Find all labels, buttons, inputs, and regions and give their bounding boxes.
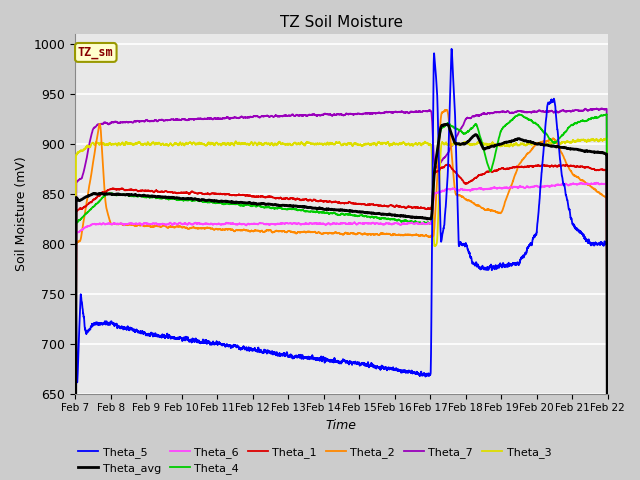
Theta_2 <box>443 107 451 113</box>
Theta_3 <box>168 142 176 148</box>
Theta_6 <box>593 180 600 186</box>
Theta_5 <box>168 335 176 340</box>
Theta_2 <box>390 231 398 237</box>
Theta_7 <box>390 109 398 115</box>
Theta_5 <box>275 353 282 359</box>
Theta_2 <box>168 224 176 230</box>
Theta_avg <box>275 203 282 208</box>
Theta_5 <box>509 260 517 266</box>
Theta_1 <box>390 204 398 210</box>
Theta_1 <box>168 189 176 195</box>
Theta_7 <box>468 113 476 119</box>
Line: Theta_4: Theta_4 <box>75 114 607 480</box>
Theta_7 <box>275 113 282 119</box>
Theta_6 <box>275 221 282 227</box>
Theta_4 <box>509 116 516 122</box>
Theta_4 <box>603 111 611 117</box>
Theta_7 <box>597 106 605 111</box>
Theta_6 <box>509 185 516 191</box>
Theta_3 <box>602 135 610 141</box>
Y-axis label: Soil Moisture (mV): Soil Moisture (mV) <box>15 156 28 271</box>
Theta_2 <box>509 178 517 184</box>
Theta_4 <box>168 196 176 202</box>
Theta_6 <box>417 221 425 227</box>
Line: Theta_avg: Theta_avg <box>75 124 607 480</box>
Theta_5 <box>448 46 456 52</box>
Line: Theta_5: Theta_5 <box>75 49 607 480</box>
Theta_4 <box>468 125 476 131</box>
X-axis label: Time: Time <box>326 419 357 432</box>
Theta_6 <box>468 186 476 192</box>
Theta_6 <box>390 220 398 226</box>
Theta_avg <box>509 138 517 144</box>
Theta_3 <box>468 142 476 147</box>
Text: TZ_sm: TZ_sm <box>78 46 114 59</box>
Theta_5 <box>417 371 425 376</box>
Title: TZ Soil Moisture: TZ Soil Moisture <box>280 15 403 30</box>
Line: Theta_6: Theta_6 <box>75 183 607 480</box>
Theta_3 <box>275 139 282 145</box>
Theta_avg <box>417 215 425 220</box>
Theta_2 <box>468 200 476 205</box>
Theta_4 <box>390 217 398 223</box>
Theta_avg <box>168 194 176 200</box>
Line: Theta_3: Theta_3 <box>75 138 607 480</box>
Theta_7 <box>509 110 516 116</box>
Theta_1 <box>444 162 452 168</box>
Theta_5 <box>468 260 476 266</box>
Theta_5 <box>390 367 398 373</box>
Theta_7 <box>417 109 425 115</box>
Legend: Theta_5, Theta_avg, Theta_6, Theta_4, Theta_1, Theta_2, Theta_7, Theta_3: Theta_5, Theta_avg, Theta_6, Theta_4, Th… <box>74 442 556 479</box>
Theta_avg <box>390 212 398 218</box>
Line: Theta_2: Theta_2 <box>75 110 607 480</box>
Theta_4 <box>275 205 282 211</box>
Theta_avg <box>468 134 476 140</box>
Line: Theta_7: Theta_7 <box>75 108 607 480</box>
Theta_avg <box>444 121 451 127</box>
Theta_1 <box>275 195 282 201</box>
Line: Theta_1: Theta_1 <box>75 165 607 480</box>
Theta_1 <box>417 204 425 210</box>
Theta_2 <box>275 228 282 234</box>
Theta_4 <box>417 221 425 227</box>
Theta_1 <box>468 178 476 183</box>
Theta_1 <box>509 165 517 170</box>
Theta_3 <box>417 143 425 148</box>
Theta_7 <box>168 116 176 122</box>
Theta_6 <box>168 222 176 228</box>
Theta_3 <box>390 140 398 146</box>
Theta_3 <box>509 143 516 149</box>
Theta_2 <box>417 232 425 238</box>
